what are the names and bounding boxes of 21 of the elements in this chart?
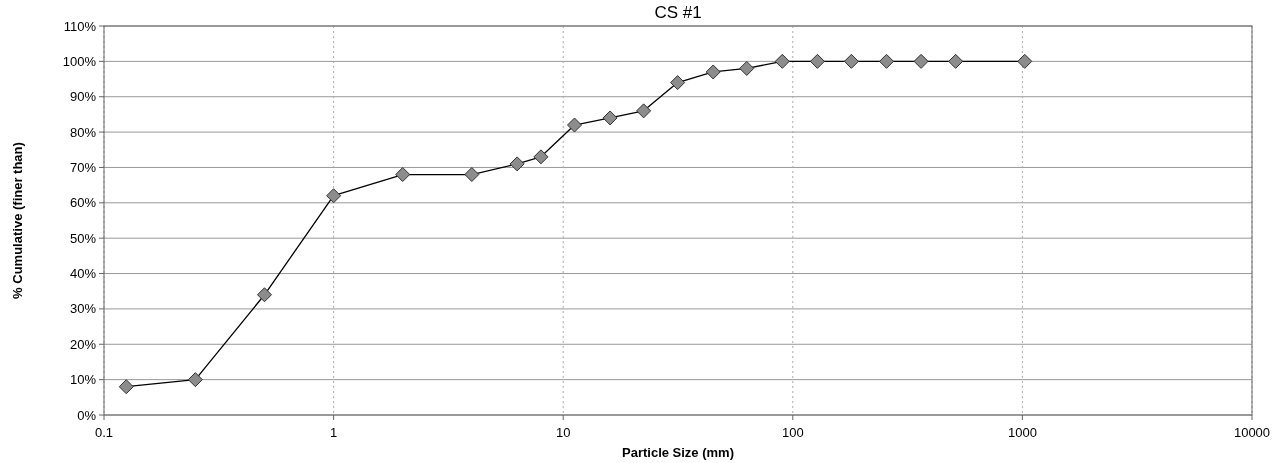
chart-title: CS #1 bbox=[654, 3, 702, 22]
y-tick-label: 60% bbox=[69, 195, 97, 211]
y-tick-label: 100% bbox=[62, 53, 97, 69]
y-axis-title: % Cumulative (finer than) bbox=[10, 142, 25, 299]
x-tick-label: 1 bbox=[329, 425, 338, 440]
x-tick-label: 1000 bbox=[1007, 425, 1037, 440]
y-tick-label: 80% bbox=[69, 124, 97, 140]
y-tick-label: 30% bbox=[69, 301, 97, 317]
x-tick-label: 100 bbox=[781, 425, 804, 440]
y-tick-label: 0% bbox=[77, 407, 97, 423]
x-tick-label: 10000 bbox=[1233, 425, 1271, 440]
y-tick-label: 10% bbox=[69, 372, 97, 388]
y-tick-label: 50% bbox=[69, 230, 97, 246]
x-tick-label: 10 bbox=[555, 425, 571, 440]
y-tick-label: 20% bbox=[69, 336, 97, 352]
y-tick-label: 110% bbox=[63, 18, 97, 34]
x-axis-title: Particle Size (mm) bbox=[622, 445, 734, 460]
y-tick-label: 40% bbox=[69, 266, 97, 282]
x-tick-label: 0.1 bbox=[94, 425, 114, 440]
y-tick-label: 70% bbox=[69, 160, 97, 175]
y-tick-label: 90% bbox=[69, 89, 97, 105]
